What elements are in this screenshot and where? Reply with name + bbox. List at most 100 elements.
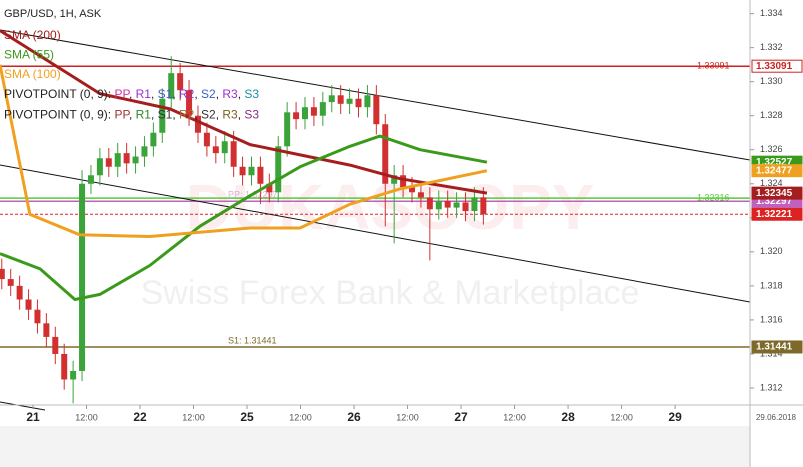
date-label: 29.06.2018 — [756, 413, 797, 422]
axes: 1.3121.3141.3161.3181.3201.3221.3241.326… — [26, 8, 803, 424]
pivot-legend-item: S1 — [158, 108, 173, 122]
pivot-legend-separator: , — [172, 87, 179, 101]
candle-body — [230, 141, 237, 167]
pivot-legend-separator: , — [129, 108, 136, 122]
sma-lines — [0, 29, 488, 301]
legend: GBP/USD, 1H, ASK SMA (200) SMA (55) SMA (1… — [4, 8, 259, 122]
pivot-legend: PIVOTPOINT (0, 9): PP, R1, S1, R2, S2, R… — [4, 108, 259, 122]
sma-line — [0, 64, 488, 238]
pivot-legend-separator: , — [216, 108, 223, 122]
candle-body — [159, 98, 166, 133]
candle-body — [284, 112, 291, 147]
candle-body — [257, 166, 264, 184]
x-tick-label: 25 — [240, 410, 254, 424]
candle-body — [471, 197, 478, 212]
x-tick-label: 12:00 — [503, 412, 526, 422]
candle-body — [25, 299, 32, 310]
watermark: DUKASCOPY Swiss Forex Bank & Marketplace — [141, 171, 640, 312]
candle-body — [132, 156, 139, 164]
price-tag — [751, 340, 803, 354]
volume-panel — [0, 426, 750, 467]
y-tick-label: 1.330 — [760, 76, 783, 86]
candle-body — [310, 107, 317, 116]
candle-body — [203, 132, 210, 147]
pivot-legend-item: S2 — [201, 108, 216, 122]
candle-body — [141, 146, 148, 157]
price-tag-label: 1.32477 — [756, 165, 793, 176]
pivot-legend-item: R1 — [136, 108, 152, 122]
candle-body — [221, 141, 228, 154]
y-tick-label: 1.316 — [760, 314, 783, 324]
x-tick-label: 12:00 — [610, 412, 633, 422]
y-tick-label: 1.332 — [760, 42, 783, 52]
candle-body — [79, 183, 86, 371]
pivot-legend-item: S2 — [201, 87, 216, 101]
price-tag-label: 1.32345 — [756, 188, 793, 199]
candle-body — [123, 153, 130, 164]
level-label: 1.33091 — [697, 61, 730, 71]
x-tick-label: 22 — [133, 410, 147, 424]
candle-body — [382, 124, 389, 184]
pivot-legend-separator: , — [151, 108, 158, 122]
pivot-legend: PIVOTPOINT (0, 9): PP, R1, S1, R2, S2, R… — [4, 87, 259, 101]
candle-body — [409, 187, 416, 193]
sma-line — [0, 134, 488, 301]
trend-line — [0, 29, 751, 161]
candle-body — [391, 175, 398, 184]
pivot-legend-label: PIVOTPOINT (0, 9): — [4, 108, 111, 122]
x-tick-label: 12:00 — [396, 412, 419, 422]
x-tick-label: 12:00 — [289, 412, 312, 422]
price-tag-label: 1.32297 — [756, 196, 793, 207]
candle-body — [462, 202, 469, 212]
legend-entry: SMA (200) — [4, 28, 61, 42]
trend-line — [0, 401, 46, 411]
pivot-legend-item: S3 — [244, 87, 259, 101]
pivot-legend-separator: , — [194, 87, 201, 101]
candle-body — [150, 132, 157, 147]
pivot-legend-item: S1 — [158, 87, 173, 101]
candle-body — [239, 166, 246, 176]
trend-lines — [0, 29, 751, 411]
candle-body — [105, 158, 112, 167]
price-tag — [751, 59, 803, 73]
pivot-legend-item: PP — [114, 108, 130, 122]
candle-body — [96, 158, 103, 176]
chart-title: GBP/USD, 1H, ASK — [4, 8, 102, 20]
candle-body — [480, 197, 487, 215]
pivot-legend-item: R2 — [179, 108, 195, 122]
candle-body — [194, 115, 201, 133]
candle-body — [186, 90, 193, 116]
y-tick-label: 1.320 — [760, 246, 783, 256]
legend-entry: SMA (55) — [4, 48, 54, 62]
price-tag-label: 1.32221 — [756, 209, 793, 220]
candle-body — [417, 192, 424, 198]
candle-body — [319, 102, 326, 116]
candles — [0, 56, 487, 404]
x-tick-label: 12:00 — [75, 412, 98, 422]
candle-body — [373, 95, 380, 125]
watermark-brand: DUKASCOPY — [186, 171, 595, 243]
candle-body — [7, 279, 14, 286]
pivot-legend-separator: , — [129, 87, 136, 101]
sma-line — [0, 29, 488, 195]
candle-body — [34, 309, 41, 324]
trend-line — [0, 164, 751, 303]
price-tag — [751, 207, 803, 221]
y-tick-label: 1.328 — [760, 110, 783, 120]
candle-body — [337, 95, 344, 104]
x-tick-label: 28 — [561, 410, 575, 424]
level-label: S1: 1.31441 — [228, 335, 277, 345]
legend-entry: SMA (100) — [4, 67, 61, 81]
candle-body — [346, 98, 353, 104]
candle-body — [61, 353, 68, 380]
candle-body — [43, 323, 50, 337]
candle-body — [275, 146, 282, 193]
candle-body — [70, 370, 77, 380]
pivot-legend-item: R2 — [179, 87, 195, 101]
pivot-legend-item: R1 — [136, 87, 152, 101]
price-tag-label: 1.32527 — [756, 157, 793, 168]
pivot-legend-item: R3 — [222, 87, 238, 101]
candle-body — [0, 268, 5, 280]
